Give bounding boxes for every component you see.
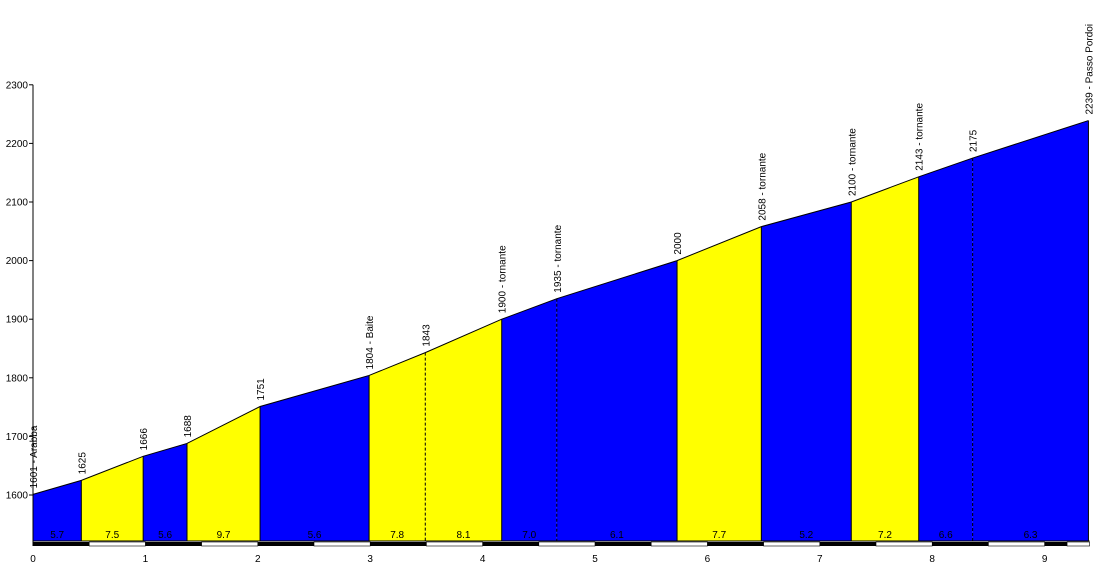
- gradient-label-1: 7.5: [105, 530, 119, 541]
- km-ruler-dark-1: [145, 542, 202, 546]
- gradient-label-13: 6.3: [1024, 530, 1038, 541]
- km-ruler-light-8: [988, 541, 1045, 547]
- km-ruler-dark-3: [370, 542, 427, 546]
- profile-segment-0: [33, 480, 82, 541]
- profile-fill-layer: [33, 120, 1089, 542]
- profile-segment-1: [81, 456, 144, 541]
- axes-layer: 1600 1700 1800 1900 2000 2100 2200 2300 0 1 2 3 4 5 6 7…: [6, 80, 1090, 565]
- elevation-label-3: 1688: [183, 415, 194, 438]
- profile-segment-9: [677, 226, 762, 541]
- x-tick-label-2: 2: [255, 554, 261, 565]
- profile-segment-12: [918, 158, 973, 542]
- gradient-label-10: 5.2: [799, 530, 813, 541]
- km-ruler-light-3: [426, 541, 483, 547]
- elevation-label-9: 2000: [673, 232, 684, 255]
- elevation-label-14: 2239 - Passo Pordoi: [1084, 24, 1095, 115]
- point-labels-layer: 1601 - Arabba 1625 1666 1688 1751 1804 - Bait…: [29, 24, 1095, 488]
- profile-segment-7: [501, 298, 557, 541]
- x-tick-label-9: 9: [1042, 554, 1048, 565]
- km-ruler-light-5: [650, 541, 708, 547]
- km-ruler-dark-2: [257, 542, 314, 546]
- x-tick-label-0: 0: [30, 554, 36, 565]
- profile-segment-10: [761, 202, 852, 541]
- elevation-label-1: 1625: [77, 452, 88, 475]
- km-ruler-light-2: [313, 541, 371, 547]
- profile-segment-6: [425, 319, 502, 541]
- x-tick-label-4: 4: [480, 554, 486, 565]
- gradient-label-0: 5.7: [50, 530, 64, 541]
- profile-segment-3: [186, 406, 261, 541]
- km-ruler-dark-8: [932, 542, 989, 546]
- elevation-label-12: 2143 - tornante: [915, 103, 926, 171]
- gradient-label-12: 6.6: [939, 530, 953, 541]
- y-tick-label-4: 2000: [6, 256, 29, 267]
- gradient-label-5: 7.8: [390, 530, 404, 541]
- elevation-label-13: 2175: [969, 129, 980, 152]
- profile-segment-8: [556, 260, 678, 541]
- dashed-boundary-layer: [424, 158, 974, 541]
- gradient-label-6: 8.1: [457, 530, 471, 541]
- y-tick-label-2: 1800: [6, 373, 29, 384]
- elevation-label-5: 1804 - Baite: [365, 315, 376, 369]
- elevation-label-6: 1843: [421, 324, 432, 347]
- gradient-label-4: 5.6: [308, 530, 322, 541]
- y-tick-label-1: 1700: [6, 432, 29, 443]
- profile-segment-2: [143, 443, 187, 541]
- gradient-label-7: 7.0: [522, 530, 536, 541]
- y-tick-label-0: 1600: [6, 491, 29, 502]
- km-ruler-dark-5: [595, 542, 652, 546]
- gradient-labels-layer: 5.7 7.5 5.6 9.7 5.6 7.8 8.1 7.0 6.1 7.7 5.2 7.2 6.6 6…: [50, 530, 1038, 541]
- elevation-label-0: 1601 - Arabba: [29, 425, 40, 488]
- y-tick-label-3: 1900: [6, 315, 29, 326]
- elevation-label-11: 2100 - tornante: [847, 128, 858, 196]
- elevation-label-7: 1900 - tornante: [498, 245, 509, 313]
- gradient-label-9: 7.7: [712, 530, 726, 541]
- x-tick-label-5: 5: [592, 554, 598, 565]
- profile-segment-5: [369, 352, 426, 541]
- km-ruler-dark-4: [482, 542, 539, 546]
- elevation-label-2: 1666: [139, 428, 150, 451]
- km-ruler-dark-9: [1044, 542, 1068, 546]
- km-ruler-dark-7: [819, 542, 876, 546]
- gradient-label-3: 9.7: [217, 530, 231, 541]
- x-tick-label-7: 7: [817, 554, 823, 565]
- gradient-label-11: 7.2: [878, 530, 892, 541]
- km-ruler-light-9: [1066, 541, 1090, 547]
- km-ruler-light-4: [538, 541, 596, 547]
- profile-outline-layer: [32, 120, 1089, 541]
- km-ruler-light-7: [875, 541, 933, 547]
- gradient-label-2: 5.6: [158, 530, 172, 541]
- profile-segment-4: [260, 375, 370, 541]
- km-ruler-dark-6: [707, 542, 764, 546]
- elevation-label-4: 1751: [256, 378, 267, 401]
- km-ruler-light-6: [763, 541, 821, 547]
- elevation-label-10: 2058 - tornante: [757, 152, 768, 220]
- km-ruler-light-1: [201, 541, 259, 547]
- y-tick-label-5: 2100: [6, 198, 29, 209]
- x-tick-label-8: 8: [929, 554, 935, 565]
- y-tick-label-6: 2200: [6, 139, 29, 150]
- profile-segment-11: [851, 176, 919, 541]
- x-tick-label-1: 1: [143, 554, 149, 565]
- elevation-label-8: 1935 - tornante: [553, 224, 564, 292]
- km-ruler-dark-0: [33, 542, 90, 546]
- gradient-label-8: 6.1: [610, 530, 624, 541]
- y-tick-label-7: 2300: [6, 80, 29, 91]
- profile-segment-13: [972, 120, 1089, 542]
- x-tick-label-3: 3: [367, 554, 373, 565]
- x-tick-label-6: 6: [705, 554, 711, 565]
- km-ruler-light-0: [88, 541, 146, 547]
